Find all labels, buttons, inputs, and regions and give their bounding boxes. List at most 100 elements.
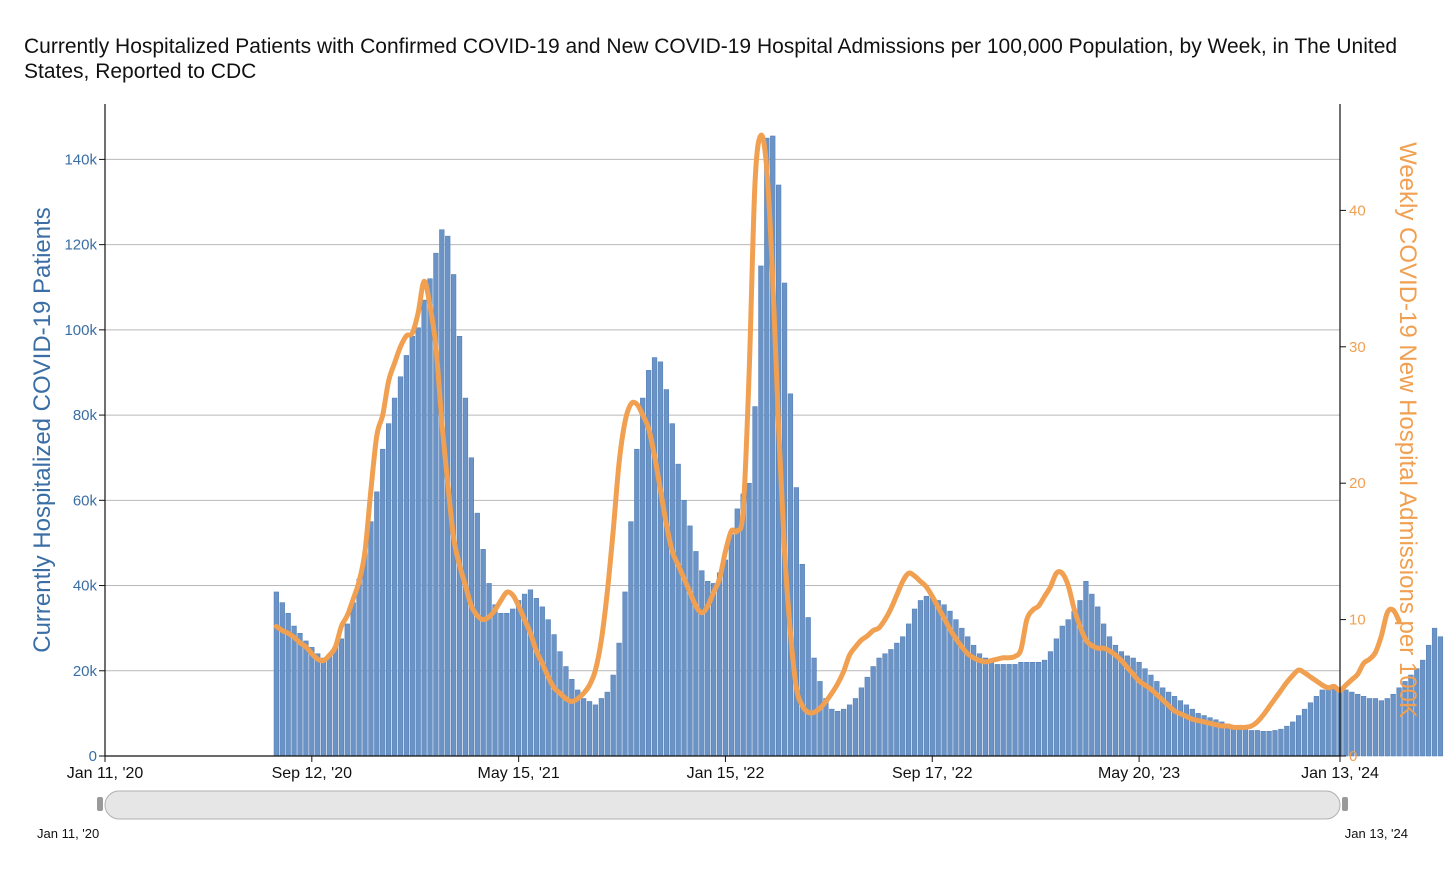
bar[interactable] xyxy=(1254,730,1260,757)
bar[interactable] xyxy=(610,674,616,757)
bar[interactable] xyxy=(1426,644,1432,757)
bar[interactable] xyxy=(309,647,315,757)
bar[interactable] xyxy=(1355,693,1361,757)
bar[interactable] xyxy=(492,604,498,757)
bar[interactable] xyxy=(628,521,634,757)
bar[interactable] xyxy=(752,406,758,757)
bar[interactable] xyxy=(527,589,534,757)
bar[interactable] xyxy=(427,278,433,757)
bar[interactable] xyxy=(557,651,563,757)
admissions-line[interactable] xyxy=(273,132,1402,730)
navigator-left-handle[interactable] xyxy=(97,797,103,811)
bar[interactable] xyxy=(1242,728,1249,757)
bar[interactable] xyxy=(657,361,664,757)
bar[interactable] xyxy=(817,681,823,757)
bar[interactable] xyxy=(900,636,906,757)
bar[interactable] xyxy=(1041,659,1048,757)
bar[interactable] xyxy=(315,653,321,757)
bar[interactable] xyxy=(929,595,935,757)
bar[interactable] xyxy=(1301,708,1308,757)
bar[interactable] xyxy=(397,376,404,757)
bar[interactable] xyxy=(728,534,734,757)
bar[interactable] xyxy=(870,666,876,757)
bar[interactable] xyxy=(356,578,362,757)
range-navigator[interactable]: Jan 11, '20 Jan 13, '24 xyxy=(37,790,1408,841)
bar[interactable] xyxy=(976,653,983,757)
bar[interactable] xyxy=(1171,696,1178,757)
bar[interactable] xyxy=(403,355,409,757)
bar[interactable] xyxy=(456,336,463,757)
bar[interactable] xyxy=(1083,581,1089,757)
bar[interactable] xyxy=(971,644,977,757)
bar[interactable] xyxy=(1396,687,1402,757)
bar[interactable] xyxy=(805,617,811,757)
bar[interactable] xyxy=(1118,651,1124,757)
bar[interactable] xyxy=(923,595,929,757)
bar[interactable] xyxy=(935,600,941,757)
bar[interactable] xyxy=(634,448,640,757)
bar[interactable] xyxy=(1065,619,1071,757)
bar[interactable] xyxy=(421,299,427,757)
bar[interactable] xyxy=(734,508,740,757)
bar[interactable] xyxy=(332,647,339,757)
bar[interactable] xyxy=(1319,689,1325,757)
bar[interactable] xyxy=(504,612,510,757)
bar[interactable] xyxy=(586,701,593,757)
bar[interactable] xyxy=(321,657,327,757)
bar[interactable] xyxy=(799,563,805,757)
bar[interactable] xyxy=(681,500,687,757)
bar[interactable] xyxy=(894,642,900,757)
bar[interactable] xyxy=(858,687,864,757)
bar[interactable] xyxy=(841,708,847,757)
bar[interactable] xyxy=(374,491,380,757)
bar[interactable] xyxy=(1402,681,1408,757)
bar[interactable] xyxy=(988,662,994,757)
bar[interactable] xyxy=(439,229,445,757)
bar[interactable] xyxy=(616,642,622,757)
bar[interactable] xyxy=(917,600,924,757)
bar[interactable] xyxy=(911,608,918,757)
bar[interactable] xyxy=(1231,725,1237,757)
bar[interactable] xyxy=(498,612,504,757)
bar[interactable] xyxy=(941,604,947,757)
bar[interactable] xyxy=(409,336,415,757)
bar[interactable] xyxy=(415,327,421,757)
bar[interactable] xyxy=(551,634,557,757)
bar[interactable] xyxy=(716,572,723,757)
bar[interactable] xyxy=(303,640,309,757)
bar[interactable] xyxy=(1089,593,1095,757)
bar[interactable] xyxy=(1313,696,1319,757)
bar[interactable] xyxy=(592,704,599,757)
bar[interactable] xyxy=(687,525,693,757)
bar[interactable] xyxy=(368,521,374,757)
bar[interactable] xyxy=(380,448,386,757)
bar[interactable] xyxy=(533,598,539,757)
bar[interactable] xyxy=(1018,662,1024,757)
bar[interactable] xyxy=(835,711,841,757)
bar[interactable] xyxy=(362,551,368,757)
bar[interactable] xyxy=(1343,689,1349,757)
bar[interactable] xyxy=(722,559,729,757)
bar[interactable] xyxy=(829,708,835,757)
bar[interactable] xyxy=(1384,698,1390,757)
navigator-track[interactable] xyxy=(104,790,1341,820)
bar[interactable] xyxy=(699,570,705,757)
bar[interactable] xyxy=(338,638,344,757)
bar[interactable] xyxy=(1260,731,1266,757)
bar[interactable] xyxy=(510,608,516,757)
bar[interactable] xyxy=(279,602,285,757)
bar[interactable] xyxy=(604,691,610,757)
bar[interactable] xyxy=(1414,668,1420,757)
bar[interactable] xyxy=(1030,662,1036,757)
bar[interactable] xyxy=(1266,731,1272,757)
bar[interactable] xyxy=(350,602,356,757)
bar[interactable] xyxy=(1437,636,1444,757)
bar[interactable] xyxy=(273,591,279,757)
bar[interactable] xyxy=(982,657,989,757)
bar[interactable] xyxy=(1331,685,1337,757)
bar[interactable] xyxy=(693,551,699,757)
bar[interactable] xyxy=(1431,627,1438,757)
bar[interactable] xyxy=(864,676,870,757)
bar[interactable] xyxy=(297,633,303,757)
bar[interactable] xyxy=(326,655,333,757)
